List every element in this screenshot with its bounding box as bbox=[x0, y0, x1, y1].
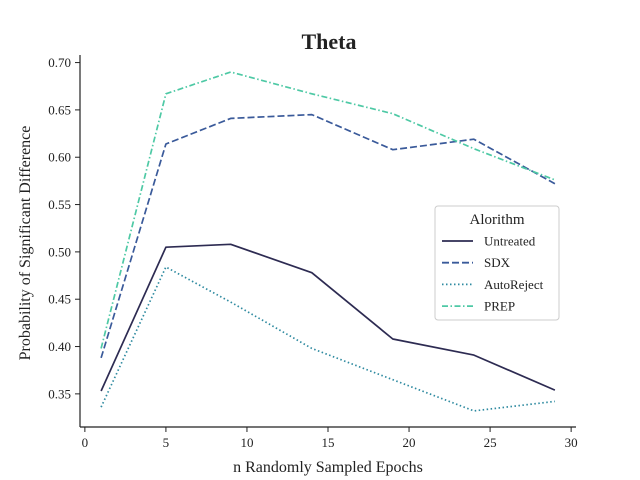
series-line-sdx bbox=[100, 113, 556, 359]
x-tick-label: 30 bbox=[565, 435, 578, 450]
x-tick-label: 25 bbox=[484, 435, 497, 450]
x-tick-label: 15 bbox=[322, 435, 335, 450]
y-tick-label: 0.60 bbox=[48, 150, 71, 165]
legend-items: Untreated SDX AutoReject PREP bbox=[442, 234, 544, 314]
chart-title: Theta bbox=[302, 29, 357, 54]
legend-label-untreated: Untreated bbox=[484, 234, 536, 249]
series-layer bbox=[100, 71, 556, 412]
y-tick-label: 0.45 bbox=[48, 292, 71, 307]
legend-label-sdx: SDX bbox=[484, 255, 511, 270]
x-tick-label: 0 bbox=[82, 435, 89, 450]
x-tick-label: 5 bbox=[163, 435, 170, 450]
y-tick-label: 0.70 bbox=[48, 55, 71, 70]
x-axis-label: n Randomly Sampled Epochs bbox=[233, 459, 423, 476]
legend-title: Alorithm bbox=[470, 212, 525, 228]
y-tick-label: 0.40 bbox=[48, 339, 71, 354]
legend: Alorithm Untreated SDX AutoReject PREP bbox=[434, 205, 560, 321]
series-line-prep bbox=[100, 71, 556, 349]
series-line-untreated bbox=[100, 243, 556, 392]
y-axis-label: Probability of Significant Difference bbox=[17, 126, 34, 361]
legend-box bbox=[434, 205, 560, 321]
legend-label-prep: PREP bbox=[484, 299, 515, 314]
x-tick-label: 20 bbox=[403, 435, 416, 450]
series-line-autoreject bbox=[100, 266, 555, 412]
legend-label-autoreject: AutoReject bbox=[484, 277, 544, 292]
y-tick-label: 0.55 bbox=[48, 197, 71, 212]
x-tick-label: 10 bbox=[240, 435, 253, 450]
y-tick-label: 0.35 bbox=[48, 386, 71, 401]
y-tick-label: 0.65 bbox=[48, 102, 71, 117]
axes: 0 5 10 15 20 25 30 0.35 0.40 0.45 0.50 0.55 0.60 0.65… bbox=[48, 55, 578, 450]
y-tick-label: 0.50 bbox=[48, 244, 71, 259]
